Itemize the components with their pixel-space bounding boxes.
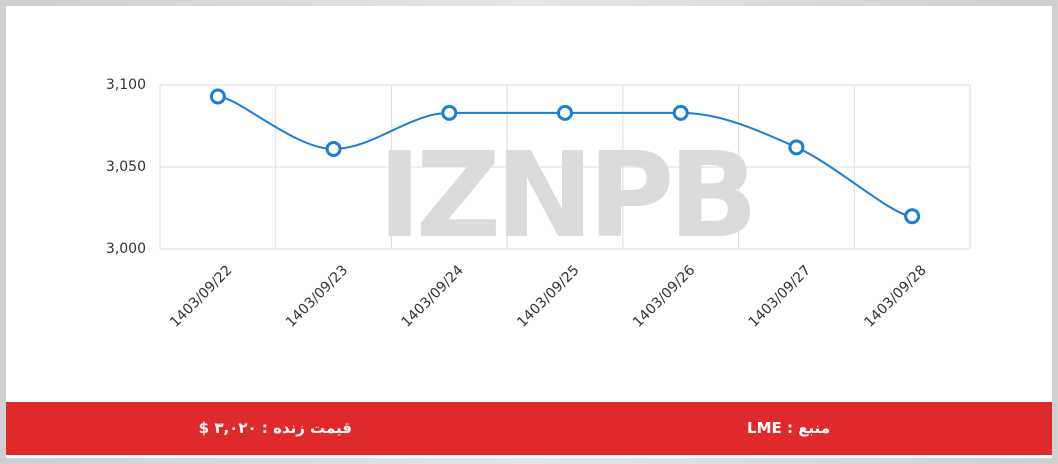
marker [557, 104, 573, 121]
x-tick-label: 1403/09/23 [283, 262, 351, 330]
chart: IZNPB 3,000 3,050 3,100 1403/09/22 1403/09/23… [106, 77, 971, 331]
y-tick-label: 3,100 [106, 77, 146, 93]
marker [788, 139, 805, 156]
x-tick-label: 1403/09/22 [167, 262, 235, 330]
x-tick-label: 1403/09/27 [746, 262, 814, 330]
marker [325, 140, 342, 157]
x-tick-label: 1403/09/26 [630, 262, 698, 330]
y-tick-label: 3,000 [106, 241, 146, 257]
x-tick-label: 1403/09/28 [861, 262, 929, 330]
y-tick-label: 3,050 [106, 159, 146, 175]
marker [672, 104, 689, 121]
source: منبع : LME [747, 419, 830, 437]
watermark: IZNPB [378, 126, 753, 264]
x-tick-label: 1403/09/25 [514, 262, 582, 330]
live-price: قیمت زنده : ۳,۰۲۰ $ [198, 419, 352, 437]
panel [6, 6, 1052, 458]
x-tick-label: 1403/09/24 [399, 262, 467, 330]
marker [209, 88, 226, 105]
marker [904, 208, 921, 225]
footer-bar: قیمت زنده : ۳,۰۲۰ $ منبع : LME [6, 402, 1052, 455]
marker [441, 104, 458, 121]
